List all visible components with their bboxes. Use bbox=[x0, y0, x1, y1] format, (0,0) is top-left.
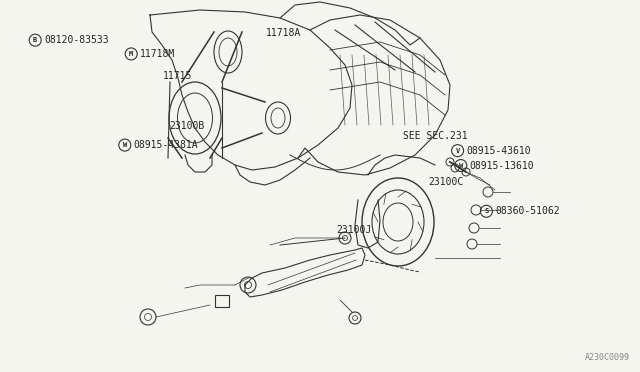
Text: 23100J: 23100J bbox=[336, 225, 371, 235]
Text: 08360-51062: 08360-51062 bbox=[495, 206, 560, 216]
Text: A230C0099: A230C0099 bbox=[585, 353, 630, 362]
Text: SEE SEC.231: SEE SEC.231 bbox=[403, 131, 468, 141]
Text: V: V bbox=[456, 148, 460, 154]
Text: 08915-4381A: 08915-4381A bbox=[134, 140, 198, 150]
Text: M: M bbox=[129, 51, 133, 57]
Text: 23100B: 23100B bbox=[170, 122, 205, 131]
Text: 08915-43610: 08915-43610 bbox=[467, 146, 531, 155]
Text: W: W bbox=[459, 163, 463, 169]
Text: 11715: 11715 bbox=[163, 71, 193, 81]
Text: 08915-13610: 08915-13610 bbox=[470, 161, 534, 170]
Text: S: S bbox=[484, 208, 488, 214]
Text: 23100C: 23100C bbox=[429, 177, 464, 187]
Text: W: W bbox=[123, 142, 127, 148]
Text: 08120-83533: 08120-83533 bbox=[44, 35, 109, 45]
Text: 11718M: 11718M bbox=[140, 49, 175, 59]
Text: B: B bbox=[33, 37, 37, 43]
Text: 11718A: 11718A bbox=[266, 29, 301, 38]
